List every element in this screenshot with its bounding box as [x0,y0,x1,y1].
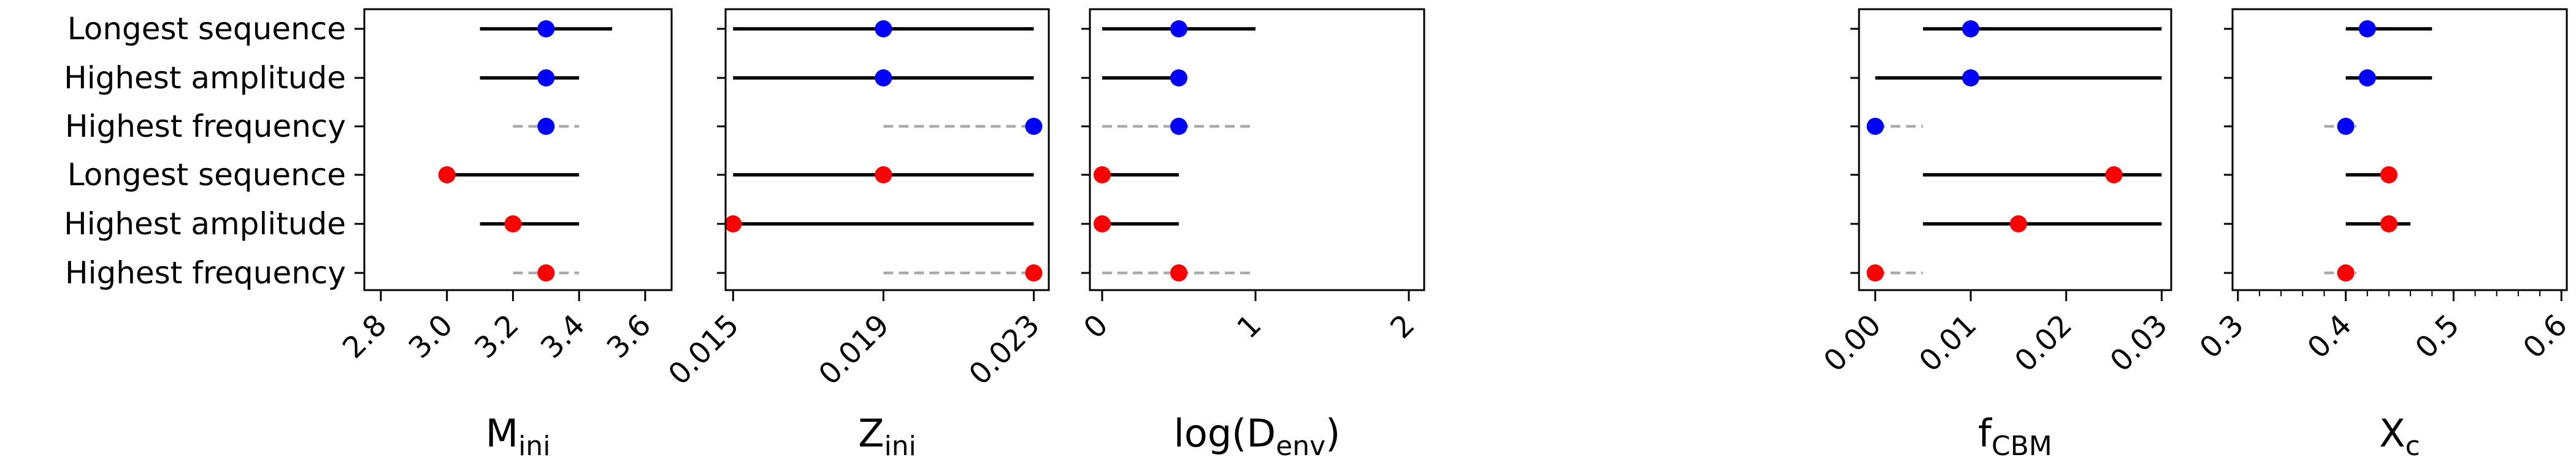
data-point [1866,264,1884,282]
x-axis-label-subscript: CBM [1991,431,2052,460]
y-tick-label: Longest sequence [67,11,346,47]
axes-frame [1089,8,1425,291]
x-axis-label: Xc [2379,411,2420,460]
x-axis-label-subscript: ini [884,431,916,460]
data-point [724,215,742,232]
data-point [875,69,892,86]
axes-frame [724,8,1050,291]
x-tick-label: 2.8 [336,308,394,366]
panel-2: 0 1 2 log(Denv) [1077,8,1425,460]
data-point [537,20,555,37]
axes-frame [363,8,673,291]
x-tick-label: 3.6 [600,308,658,366]
x-tick-label: 0.015 [662,308,746,392]
x-axis-label-main: log(D [1174,411,1276,456]
x-axis-label-tail: ) [1325,411,1340,456]
x-tick-label: 0.00 [1817,308,1888,378]
data-point [1025,264,1043,282]
x-axis-label-subscript: c [2405,431,2420,460]
x-tick-label: 0.023 [962,308,1046,392]
data-point [537,69,555,86]
x-tick-label: 0.3 [2193,308,2251,366]
data-point [2380,166,2398,183]
x-axis-label-main: X [2379,411,2405,456]
y-tick-label: Highest frequency [65,109,346,144]
x-tick-label: 0.5 [2409,308,2466,366]
x-tick-label: 1 [1230,308,1268,345]
x-tick-label: 0.6 [2517,308,2574,366]
data-point [2380,215,2398,232]
panel-0: 2.8 3.0 3.2 3.4 3.6 Mini [336,8,673,460]
x-axis-label: Mini [486,411,551,460]
data-point [1094,215,1111,232]
panel-3: 0.00 0.01 0.02 0.03 fCBM [1817,8,2174,460]
data-point [537,118,555,135]
x-tick-label: 0.4 [2301,308,2359,366]
data-point [1170,69,1187,86]
data-point [1170,20,1187,37]
axes-frame [2231,8,2568,291]
x-axis-label: fCBM [1978,411,2052,460]
x-tick-label: 0.01 [1912,308,1983,378]
y-tick-label: Highest amplitude [64,206,346,242]
data-point [504,215,522,232]
data-point [438,166,456,183]
x-tick-label: 3.4 [534,308,592,366]
x-axis-label-main: Z [858,411,884,456]
data-point [1962,20,1980,37]
data-point [537,264,555,282]
data-point [1170,264,1187,282]
data-point [2358,69,2376,86]
data-point [2337,264,2355,282]
x-axis-label-subscript: ini [518,431,550,460]
x-tick-label: 0.02 [2008,308,2079,378]
y-tick-label: Longest sequence [67,157,346,193]
x-tick-label: 2 [1384,308,1421,345]
x-tick-label: 3.0 [402,308,460,366]
data-point [2009,215,2027,232]
x-axis-label-main: f [1978,411,1993,456]
x-axis-label-subscript: env [1276,431,1325,460]
data-point [875,166,892,183]
data-point [1962,69,1980,86]
data-point [1025,118,1043,135]
data-point [1866,118,1884,135]
data-point [875,20,892,37]
x-axis-label-main: M [486,411,519,456]
data-point [2358,20,2376,37]
data-point [1094,166,1111,183]
x-axis-label: log(Denv) [1174,411,1341,460]
data-point [1170,118,1187,135]
axes-frame [1858,8,2172,291]
panel-1: 0.015 0.019 0.023 Zini [662,8,1050,460]
x-tick-label: 0.03 [2104,308,2174,378]
data-point [2105,166,2123,183]
y-tick-label: Highest frequency [65,255,346,291]
y-tick-label: Highest amplitude [64,60,346,96]
x-tick-label: 0.019 [812,308,896,392]
x-tick-label: 3.2 [468,308,526,366]
x-tick-label: 0 [1077,308,1114,345]
panel-4: 0.3 0.4 0.5 0.6 Xc [2193,8,2574,460]
data-point [2337,118,2355,135]
x-axis-label: Zini [858,411,916,460]
